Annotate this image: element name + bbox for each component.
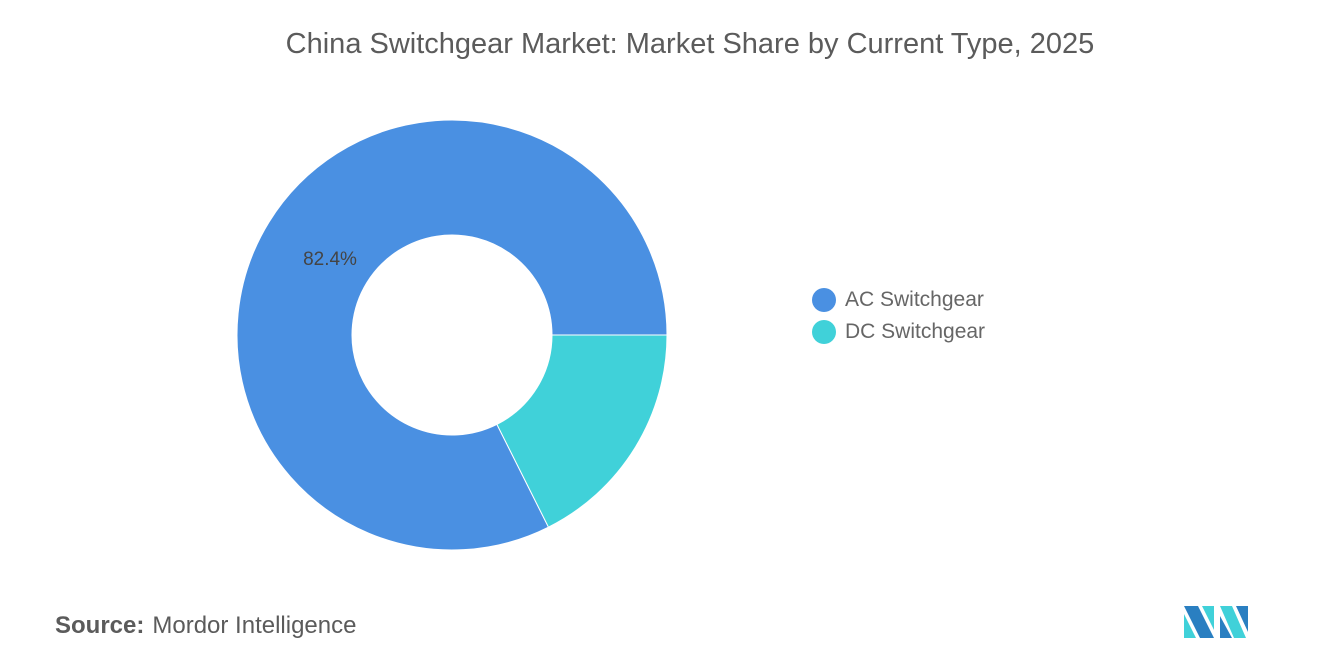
data-label-ac: 82.4%	[303, 249, 357, 270]
legend-label-ac: AC Switchgear	[845, 288, 984, 311]
legend-label-dc: DC Switchgear	[845, 320, 986, 343]
legend-item-ac: AC Switchgear	[812, 284, 985, 316]
legend-swatch-dc	[812, 320, 836, 344]
slice-dc-switchgear	[496, 334, 668, 528]
source-label: Source:	[55, 612, 145, 639]
source-value: Mordor Intelligence	[152, 612, 357, 639]
chart-title: China Switchgear Market: Market Share by…	[285, 28, 1095, 60]
legend-item-dc: DC Switchgear	[812, 316, 985, 348]
legend-swatch-ac	[812, 288, 836, 312]
source-note: Source: Mordor Intelligence	[55, 612, 356, 640]
mordor-intelligence-logo	[1184, 606, 1248, 638]
slice-ac-switchgear	[236, 119, 668, 551]
legend: AC Switchgear DC Switchgear	[812, 284, 985, 348]
